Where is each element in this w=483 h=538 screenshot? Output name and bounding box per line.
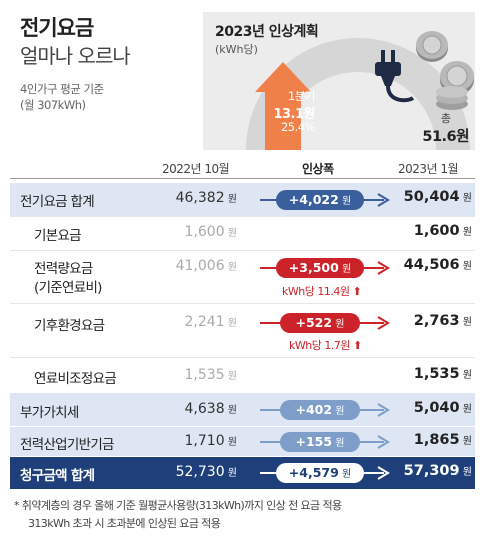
page-subtitle: 얼마나 오르나 <box>20 44 131 68</box>
row-label-energy-charge: 전력량요금 <box>34 261 93 277</box>
change-billing-total: +4,579 원 <box>276 463 364 483</box>
prev-base-charge: 1,600 원 <box>184 224 237 240</box>
increase-plan-panel: 2023년 인상계획 (kWh당) 1분기 13.1원 25.4% 총 51.6… <box>203 12 475 150</box>
row-label-vat: 부가가치세 <box>20 405 79 421</box>
next-energy-charge: 44,506 원 <box>403 257 472 273</box>
row-bg-fund <box>10 427 475 456</box>
prev-vat: 4,638 원 <box>184 401 237 417</box>
next-base-charge: 1,600 원 <box>413 223 472 239</box>
prev-energy-charge: 41,006 원 <box>175 258 237 274</box>
q1-value: 13.1원 <box>273 107 315 122</box>
plan-graphic <box>246 31 474 150</box>
footnote-line1: * 취약계층의 경우 올해 기준 월평균사용량(313kWh)까지 인상 전 요… <box>14 499 342 512</box>
change-industry-fund: +155 원 <box>280 432 360 452</box>
per-kwh-note-climate: kWh당 1.7원 ⬆ <box>289 339 362 352</box>
row-bg-billing-total <box>10 457 475 489</box>
header-next-month: 2023년 1월 <box>398 162 459 176</box>
next-electricity-total: 50,404 원 <box>403 189 472 205</box>
next-vat: 5,040 원 <box>413 400 472 416</box>
plan-unit: (kWh당) <box>215 43 258 56</box>
row-label-fuel-adjustment: 연료비조정요금 <box>34 371 117 387</box>
row-label-industry-fund: 전력산업기반기금 <box>20 437 114 453</box>
usage-note: (월 307kWh) <box>20 98 86 112</box>
up-arrow-icon: ⬆ <box>352 339 362 352</box>
next-climate-charge: 2,763 원 <box>413 313 472 329</box>
next-fuel-adjustment: 1,535 원 <box>413 366 472 382</box>
up-arrow-icon: ⬆ <box>352 285 362 298</box>
change-electricity-total: +4,022 원 <box>276 190 364 210</box>
prev-billing-total: 52,730 원 <box>175 464 237 480</box>
header-divider <box>10 178 475 179</box>
total-label: 총 <box>440 112 451 125</box>
q1-label: 1분기 <box>288 89 315 103</box>
plan-q1-arrow <box>255 62 311 150</box>
row-divider <box>10 303 475 304</box>
row-label-base-charge: 기본요금 <box>34 228 82 244</box>
header-change: 인상폭 <box>302 162 334 176</box>
row-label-climate-charge: 기후환경요금 <box>34 318 105 334</box>
change-vat: +402 원 <box>280 400 360 420</box>
next-billing-total: 57,309 원 <box>403 463 472 479</box>
change-climate-charge: +522 원 <box>280 313 360 333</box>
next-industry-fund: 1,865 원 <box>413 432 472 448</box>
prev-fuel-adjustment: 1,535 원 <box>184 367 237 383</box>
row-divider <box>10 250 475 251</box>
coins-icon <box>416 31 474 110</box>
prev-electricity-total: 46,382 원 <box>175 190 237 206</box>
row-bg-vat <box>10 393 475 426</box>
row-divider <box>10 216 475 217</box>
row-divider <box>10 357 475 358</box>
header-prev-month: 2022년 10월 <box>162 162 230 176</box>
plug-icon <box>375 50 415 103</box>
page-title: 전기요금 <box>20 16 94 40</box>
change-energy-charge: +3,500 원 <box>276 258 364 278</box>
total-value: 51.6원 <box>422 129 469 145</box>
row-label-electricity-total: 전기요금 합계 <box>20 194 95 210</box>
row-label-billing-total: 청구금액 합계 <box>20 468 95 484</box>
plan-title: 2023년 인상계획 <box>215 24 319 40</box>
prev-industry-fund: 1,710 원 <box>184 433 237 449</box>
footnote-line2: 313kWh 초과 시 초과분에 인상된 요금 적용 <box>28 517 221 530</box>
row-label-energy-charge-sub: (기준연료비) <box>34 280 102 296</box>
basis-note: 4인가구 평균 기준 <box>20 82 104 96</box>
per-kwh-note-energy: kWh당 11.4원 ⬆ <box>282 285 362 298</box>
q1-percent: 25.4% <box>280 120 316 134</box>
prev-climate-charge: 2,241 원 <box>184 314 237 330</box>
row-bg-electricity-total <box>10 183 475 216</box>
